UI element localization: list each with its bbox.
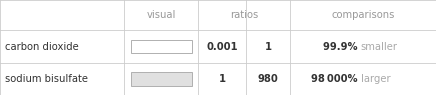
Text: carbon dioxide: carbon dioxide [5,42,79,52]
Bar [131,72,192,86]
Text: comparisons: comparisons [331,10,395,20]
Text: sodium bisulfate: sodium bisulfate [5,74,88,84]
Text: 0.001: 0.001 [207,42,238,52]
Text: 98 000%: 98 000% [311,74,361,84]
Text: visual: visual [146,10,176,20]
Text: 1: 1 [265,42,272,52]
Text: 1: 1 [219,74,226,84]
Bar [131,40,192,53]
Text: smaller: smaller [361,42,398,52]
Text: larger: larger [361,74,390,84]
Text: 980: 980 [258,74,279,84]
Text: ratios: ratios [230,10,258,20]
Text: 99.9%: 99.9% [323,42,361,52]
